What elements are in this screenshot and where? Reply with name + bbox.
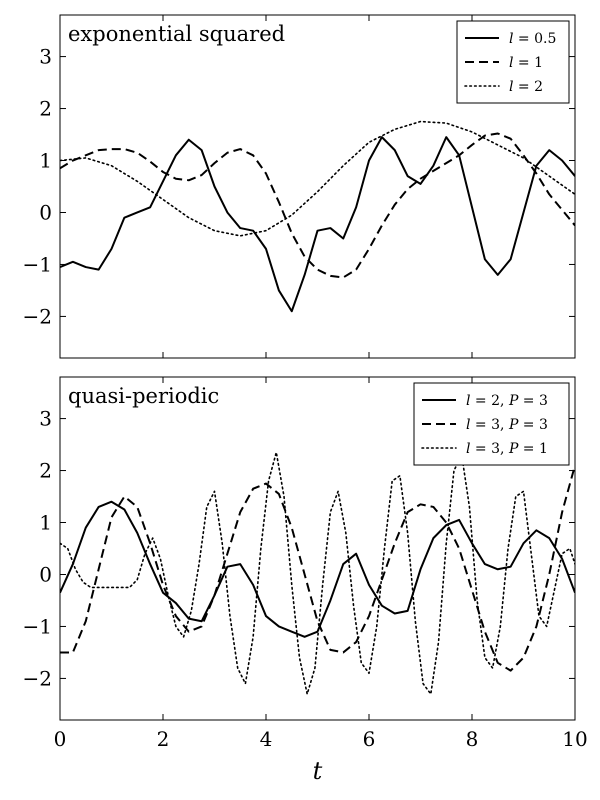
panel-title: exponential squared — [68, 22, 285, 46]
legend-label: l = 3, P = 3 — [466, 417, 548, 433]
bottom-panel: 0 2 4 6 8 10 −2 −1 0 1 2 3 quasi-periodic l = 2, P = … — [23, 376, 588, 751]
y-tick-label: 2 — [39, 97, 52, 121]
series-line-dotted — [60, 120, 575, 237]
legend: l = 0.5 l = 1 l = 2 — [456, 20, 570, 104]
plot-frame — [59, 376, 576, 721]
x-tick-label: 2 — [157, 727, 170, 751]
y-tick-label: −2 — [23, 304, 52, 328]
y-tick-label: 0 — [39, 562, 52, 586]
series-line-solid — [60, 500, 575, 638]
y-tick-label: −1 — [23, 252, 52, 276]
x-tick-label: 8 — [466, 727, 479, 751]
series-line-dotted — [60, 451, 575, 695]
y-tick-label: 3 — [39, 45, 52, 69]
legend-label: l = 2, P = 3 — [466, 393, 548, 409]
x-tick-label: 6 — [363, 727, 376, 751]
legend-label: l = 2 — [509, 79, 543, 95]
legend-label: l = 3, P = 1 — [466, 441, 548, 457]
legend: l = 2, P = 3 l = 3, P = 3 l = 3, P = 1 — [413, 382, 570, 466]
x-tick-label: 10 — [562, 727, 587, 751]
y-tick-label: 2 — [39, 459, 52, 483]
series-line-solid — [60, 136, 575, 313]
legend-box — [456, 20, 570, 104]
legend-label: l = 1 — [509, 55, 543, 71]
y-tick-label: 0 — [39, 200, 52, 224]
y-tick-label: −1 — [23, 614, 52, 638]
plot-frame — [59, 14, 576, 359]
x-tick-label: 4 — [260, 727, 273, 751]
y-tick-label: 3 — [39, 407, 52, 431]
legend-label: l = 0.5 — [509, 31, 556, 47]
y-tick-label: −2 — [23, 666, 52, 690]
y-tick-label: 1 — [39, 149, 52, 173]
x-axis-label: t — [313, 757, 323, 785]
series-line-dashed — [60, 132, 575, 279]
y-tick-label: 1 — [39, 511, 52, 535]
panel-title: quasi-periodic — [68, 384, 219, 408]
x-tick-label: 0 — [54, 727, 67, 751]
